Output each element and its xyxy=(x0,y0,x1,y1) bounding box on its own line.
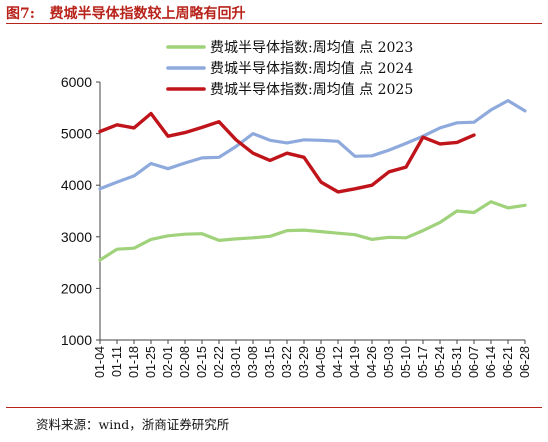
y-tick-label: 6000 xyxy=(61,74,92,90)
series-line-2025 xyxy=(98,111,476,194)
y-tick-label: 1000 xyxy=(61,332,92,348)
x-tick-label: 03-15 xyxy=(263,346,277,378)
x-tick-label: 05-24 xyxy=(433,346,447,378)
y-tick-label: 4000 xyxy=(61,177,92,193)
x-tick-label: 02-01 xyxy=(161,346,175,378)
legend-label: 费城半导体指数:周均值 点 2024 xyxy=(210,61,413,77)
chart-container: 1000 2000 3000 4000 5000 6000 01-04 01-11 01-18 0… xyxy=(0,26,548,410)
x-tick-label: 04-12 xyxy=(331,346,345,378)
legend-label: 费城半导体指数:周均值 点 2025 xyxy=(210,82,413,98)
figure-title: 图7: 费城半导体指数较上周略有回升 xyxy=(6,3,246,23)
x-tick-label: 03-22 xyxy=(280,346,294,378)
x-tick-label: 03-08 xyxy=(246,346,260,378)
x-tick-label: 04-05 xyxy=(314,346,328,378)
y-tick-label: 2000 xyxy=(61,280,92,296)
x-tick-label: 04-19 xyxy=(348,346,362,378)
series-line-2023 xyxy=(98,200,527,262)
x-tick-label: 02-22 xyxy=(212,346,226,378)
x-tick-label: 06-14 xyxy=(484,346,498,378)
figure-label: 图7: xyxy=(6,6,35,22)
x-tick-label: 01-18 xyxy=(127,346,141,378)
legend-label: 费城半导体指数:周均值 点 2023 xyxy=(210,40,413,56)
title-rule xyxy=(6,23,542,24)
x-tick-label: 01-04 xyxy=(93,346,107,378)
figure-title-text: 费城半导体指数较上周略有回升 xyxy=(49,6,246,22)
x-tick-label: 04-26 xyxy=(365,346,379,378)
x-tick-label: 02-08 xyxy=(178,346,192,378)
source-note: 资料来源：wind，浙商证券研究所 xyxy=(36,417,230,432)
series-line-2024 xyxy=(98,98,527,191)
source-rule xyxy=(6,407,542,408)
x-tick-label: 03-01 xyxy=(229,346,243,378)
x-tick-label: 05-17 xyxy=(416,346,430,378)
x-tick-label: 02-15 xyxy=(195,346,209,378)
x-tick-label: 03-29 xyxy=(297,346,311,378)
x-tick-label: 05-03 xyxy=(382,346,396,378)
x-tick-label: 05-31 xyxy=(450,346,464,378)
x-tick-label: 06-21 xyxy=(501,346,515,378)
y-tick-label: 3000 xyxy=(61,229,92,245)
y-tick-label: 5000 xyxy=(61,126,92,142)
x-tick-label: 01-25 xyxy=(144,346,158,378)
x-tick-label: 06-28 xyxy=(518,346,532,378)
x-tick-label: 06-07 xyxy=(467,346,481,378)
x-tick-label: 05-10 xyxy=(399,346,413,378)
x-tick-label: 01-11 xyxy=(110,346,124,377)
